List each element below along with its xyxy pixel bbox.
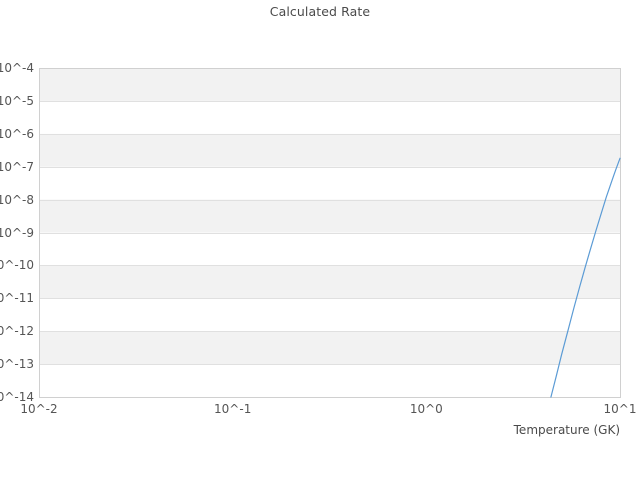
y-axis-tick-label: 10^-14 — [0, 390, 34, 404]
grid-band — [39, 331, 620, 365]
x-axis-tick-label: 10^0 — [409, 402, 443, 416]
grid-band — [39, 68, 620, 101]
x-axis-title: Temperature (GK) — [513, 423, 620, 437]
y-axis-tick-label: 10^-10 — [0, 258, 34, 273]
grid-bands — [39, 68, 620, 397]
chart-title: Calculated Rate — [269, 4, 371, 19]
x-axis-tick-label: 10^-1 — [214, 402, 252, 416]
y-axis-tick-label: 10^-8 — [0, 192, 34, 207]
x-axis-tick-label: 10^-2 — [20, 402, 58, 416]
y-axis-tick-label: 10^-4 — [0, 61, 34, 75]
y-axis-tick-label: 10^-5 — [0, 93, 34, 108]
grid-band — [39, 232, 620, 266]
y-axis-tick-label: 10^-12 — [0, 324, 34, 339]
y-axis-tick-label: 10^-13 — [0, 357, 34, 372]
data-series-group — [550, 157, 621, 398]
grid-band — [39, 265, 620, 299]
grid-band — [39, 199, 620, 233]
grid-band — [39, 364, 620, 397]
data-series-line — [550, 157, 621, 398]
y-axis-tick-label: 10^-9 — [0, 225, 34, 240]
y-axis-tick-label: 10^-6 — [0, 126, 34, 141]
y-axis-tick-label: 10^-11 — [0, 291, 34, 306]
grid-band — [39, 133, 620, 167]
plot-border — [39, 68, 621, 398]
grid-band — [39, 100, 620, 134]
grid-band — [39, 298, 620, 332]
grid-band — [39, 166, 620, 200]
x-axis-tick-label: 10^1 — [603, 402, 637, 416]
y-axis-tick-label: 10^-7 — [0, 159, 34, 174]
